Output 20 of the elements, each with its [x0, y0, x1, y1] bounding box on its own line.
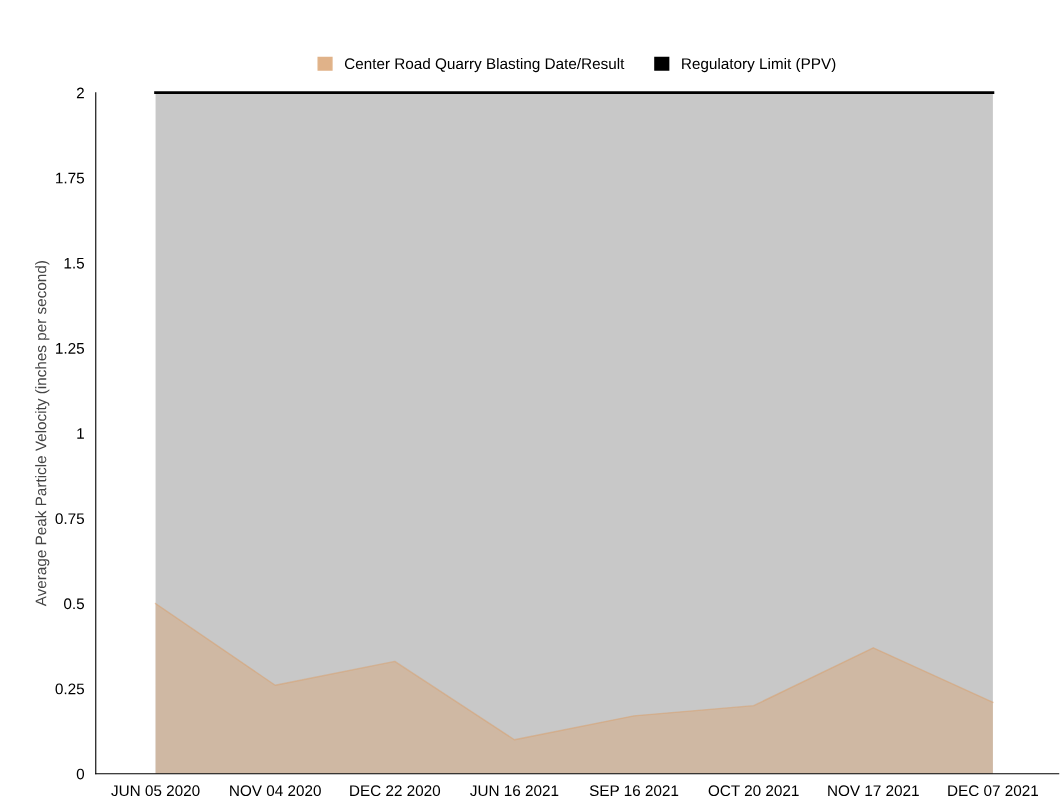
legend-label: Regulatory Limit (PPV) — [682, 57, 836, 73]
x-tick-label: OCT 20 2021 — [708, 785, 799, 797]
y-tick-label: 0.25 — [55, 683, 85, 695]
y-tick-label: 0 — [76, 768, 85, 780]
x-tick-label: NOV 04 2020 — [230, 785, 321, 797]
y-tick-label: 1.5 — [64, 257, 85, 269]
x-tick-label: JUN 16 2021 — [470, 785, 559, 797]
x-tick-label: DEC 22 2020 — [350, 785, 441, 797]
x-tick-label: SEP 16 2021 — [589, 785, 679, 797]
y-tick-label: 0.75 — [55, 513, 85, 525]
legend-label: Center Road Quarry Blasting Date/Result — [344, 57, 625, 73]
y-tick-label: 0.5 — [64, 598, 85, 610]
y-tick-label: 1.25 — [56, 342, 85, 354]
x-tick-label: DEC 07 2021 — [948, 785, 1039, 797]
x-tick-label: NOV 17 2021 — [828, 785, 919, 797]
y-tick-label: 1 — [77, 428, 84, 439]
y-tick-label: 2 — [76, 87, 84, 99]
y-tick-label: 1.75 — [56, 172, 85, 184]
y-axis-title: Average Peak Particle Velocity (inches per second) — [35, 261, 50, 607]
x-tick-label: JUN 05 2020 — [111, 785, 200, 797]
